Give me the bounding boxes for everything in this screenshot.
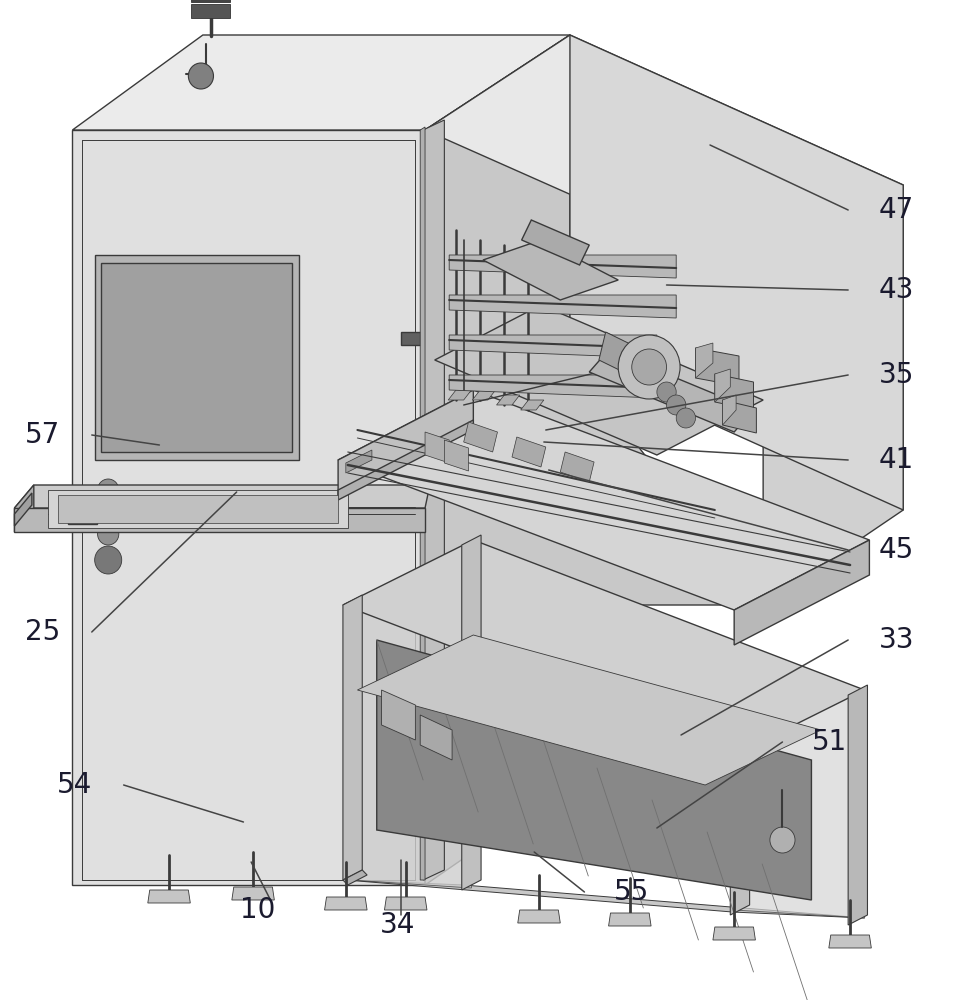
Polygon shape	[58, 495, 338, 523]
Text: 25: 25	[25, 618, 60, 646]
Polygon shape	[425, 432, 449, 463]
Polygon shape	[232, 887, 274, 900]
Text: 51: 51	[811, 728, 846, 756]
Circle shape	[657, 382, 676, 402]
Polygon shape	[425, 35, 903, 280]
Polygon shape	[848, 685, 867, 925]
Circle shape	[98, 479, 119, 501]
Circle shape	[188, 63, 213, 89]
Polygon shape	[449, 375, 657, 398]
Polygon shape	[449, 255, 676, 278]
Polygon shape	[382, 690, 415, 740]
Polygon shape	[518, 910, 560, 923]
Polygon shape	[343, 595, 362, 880]
Polygon shape	[14, 508, 425, 532]
Polygon shape	[483, 240, 618, 300]
Polygon shape	[696, 348, 739, 386]
Polygon shape	[346, 880, 865, 918]
Polygon shape	[420, 715, 452, 760]
Text: 33: 33	[879, 626, 915, 654]
Circle shape	[618, 335, 680, 399]
Polygon shape	[377, 640, 811, 900]
Circle shape	[95, 546, 122, 574]
Polygon shape	[420, 127, 425, 880]
Polygon shape	[560, 452, 594, 482]
Polygon shape	[464, 422, 497, 452]
Polygon shape	[589, 350, 753, 432]
Polygon shape	[425, 35, 570, 885]
Polygon shape	[72, 35, 570, 130]
Polygon shape	[338, 420, 473, 500]
Polygon shape	[462, 535, 481, 890]
Circle shape	[667, 395, 686, 415]
Polygon shape	[343, 540, 865, 755]
Polygon shape	[730, 745, 750, 915]
Text: 47: 47	[879, 196, 914, 224]
Polygon shape	[444, 440, 469, 471]
Polygon shape	[715, 369, 730, 402]
Text: 10: 10	[240, 896, 275, 924]
Polygon shape	[338, 390, 473, 495]
Polygon shape	[522, 220, 589, 265]
Text: 43: 43	[879, 276, 915, 304]
Polygon shape	[609, 913, 651, 926]
Polygon shape	[14, 485, 430, 508]
Text: 55: 55	[613, 878, 648, 906]
Polygon shape	[696, 343, 713, 378]
Polygon shape	[734, 540, 869, 645]
Text: 34: 34	[380, 911, 415, 939]
Text: 54: 54	[57, 771, 92, 799]
Circle shape	[676, 408, 696, 428]
Polygon shape	[72, 130, 425, 885]
Polygon shape	[401, 332, 423, 345]
Polygon shape	[14, 493, 32, 526]
Polygon shape	[95, 255, 299, 460]
Polygon shape	[723, 400, 756, 433]
Polygon shape	[449, 335, 657, 358]
Polygon shape	[350, 545, 471, 888]
Polygon shape	[430, 360, 763, 605]
Polygon shape	[48, 490, 348, 528]
Polygon shape	[521, 400, 544, 410]
Polygon shape	[713, 927, 755, 940]
Text: 35: 35	[879, 361, 915, 389]
Polygon shape	[191, 4, 230, 18]
Polygon shape	[384, 897, 427, 910]
Polygon shape	[512, 437, 546, 467]
Polygon shape	[435, 305, 763, 455]
Polygon shape	[420, 470, 430, 510]
Circle shape	[632, 349, 667, 385]
Polygon shape	[448, 390, 471, 400]
Polygon shape	[357, 635, 821, 785]
Polygon shape	[68, 510, 97, 524]
Polygon shape	[101, 263, 292, 452]
Polygon shape	[449, 295, 676, 318]
Polygon shape	[472, 390, 496, 400]
Text: 57: 57	[25, 421, 60, 449]
Polygon shape	[14, 485, 34, 532]
Polygon shape	[343, 870, 367, 885]
Polygon shape	[763, 185, 903, 605]
Polygon shape	[570, 35, 903, 510]
Polygon shape	[497, 395, 520, 405]
Text: 41: 41	[879, 446, 914, 474]
Polygon shape	[346, 450, 372, 473]
Polygon shape	[423, 120, 444, 880]
Polygon shape	[715, 374, 753, 410]
Polygon shape	[829, 935, 871, 948]
Polygon shape	[325, 897, 367, 910]
Polygon shape	[723, 395, 736, 425]
Text: 45: 45	[879, 536, 914, 564]
Polygon shape	[599, 332, 642, 378]
Polygon shape	[191, 0, 230, 2]
Circle shape	[98, 501, 119, 523]
Circle shape	[98, 523, 119, 545]
Polygon shape	[148, 890, 190, 903]
Polygon shape	[734, 690, 865, 918]
Polygon shape	[338, 390, 869, 610]
Circle shape	[770, 827, 795, 853]
